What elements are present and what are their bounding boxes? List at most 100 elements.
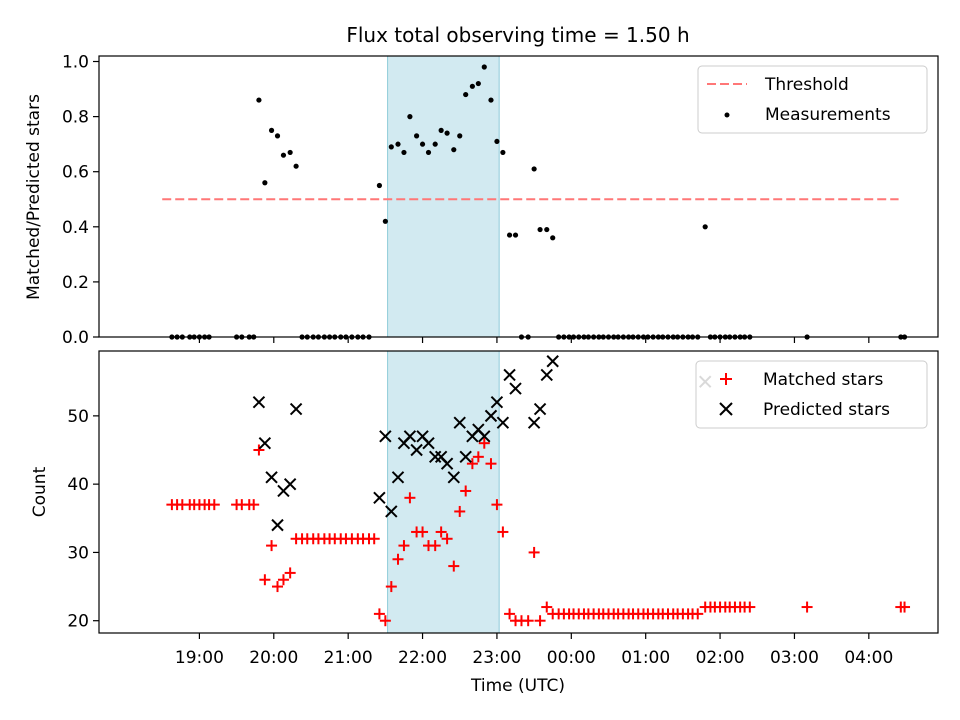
bottom-y-axis-label: Count xyxy=(30,466,50,517)
measurement-point xyxy=(407,114,413,120)
measurement-point xyxy=(537,226,543,233)
legend-matched-swatch xyxy=(720,373,732,385)
measurement-point xyxy=(463,91,469,98)
bottom-axes-frame xyxy=(98,350,939,634)
predicted-point xyxy=(503,368,516,382)
matched-point xyxy=(460,485,472,497)
x-tick-label: 01:00 xyxy=(621,648,670,668)
measurement-point xyxy=(382,218,388,224)
matched-point xyxy=(528,546,540,558)
matched-point xyxy=(259,574,271,586)
top-x-ticks xyxy=(198,337,870,343)
matched-point xyxy=(379,615,391,627)
predicted-point xyxy=(453,416,466,429)
predicted-point xyxy=(410,443,423,457)
predicted-point xyxy=(546,355,559,368)
matched-point xyxy=(448,560,460,572)
predicted-point xyxy=(373,491,386,505)
x-tick-label: 22:00 xyxy=(398,648,447,668)
legend-measurements-swatch xyxy=(724,112,730,118)
top-y-axis-label: Matched/Predicted stars xyxy=(24,94,44,300)
x-tick-label: 19:00 xyxy=(175,648,224,668)
matched-point xyxy=(385,581,397,593)
measurement-point xyxy=(550,235,556,241)
predicted-point xyxy=(447,471,460,484)
measurement-point xyxy=(395,141,401,147)
x-axis-label: Time (UTC) xyxy=(470,676,565,696)
predicted-points xyxy=(252,355,712,532)
measurement-point xyxy=(494,138,500,145)
matched-point xyxy=(272,581,284,593)
predicted-point xyxy=(252,396,266,409)
x-tick-label: 21:00 xyxy=(324,648,373,668)
legend-predicted-swatch xyxy=(719,402,733,416)
matched-point xyxy=(491,499,503,511)
bottom-shaded-span xyxy=(387,350,500,634)
predicted-point xyxy=(422,436,435,450)
measurement-point xyxy=(376,182,383,189)
measurement-point xyxy=(512,232,519,238)
measurement-point xyxy=(500,149,506,156)
y-tick-label: 0.2 xyxy=(62,273,89,293)
matched-point xyxy=(284,567,296,579)
bottom-legend-box xyxy=(695,360,928,429)
matched-point xyxy=(497,526,509,538)
matched-point xyxy=(899,601,911,613)
top-y-ticks: 0.0 0.2 0.4 0.6 0.8 1.0 xyxy=(62,53,99,348)
y-tick-label: 20 xyxy=(67,612,89,632)
legend-matched-label: Matched stars xyxy=(763,370,883,390)
x-tick-label: 23:00 xyxy=(472,648,521,668)
measurement-point xyxy=(419,141,426,147)
measurement-point xyxy=(544,226,550,233)
bottom-x-ticks: 19:00 20:00 21:00 22:00 23:00 00:00 01:00 02:00… xyxy=(175,633,893,668)
y-tick-label: 0.4 xyxy=(62,218,89,238)
measurement-point xyxy=(287,149,293,156)
y-tick-label: 50 xyxy=(67,407,89,427)
matched-point xyxy=(368,533,380,545)
predicted-point xyxy=(385,505,398,518)
predicted-point xyxy=(258,436,272,450)
measurement-point xyxy=(702,224,708,230)
matched-point xyxy=(266,540,278,552)
predicted-point xyxy=(289,402,303,416)
predicted-point xyxy=(527,416,541,429)
matched-point xyxy=(435,526,447,538)
measurement-point xyxy=(438,127,444,133)
matched-point xyxy=(253,444,265,456)
matched-point xyxy=(541,601,553,613)
matched-point xyxy=(534,615,546,627)
top-axes-frame xyxy=(98,55,939,338)
matched-point xyxy=(398,540,410,552)
predicted-point xyxy=(496,416,510,429)
matched-point xyxy=(454,505,466,517)
matched-point xyxy=(801,601,813,613)
predicted-point xyxy=(533,402,547,416)
predicted-point xyxy=(379,430,392,443)
matched-point xyxy=(478,437,490,449)
y-tick-label: 0.8 xyxy=(62,108,89,128)
measurement-point xyxy=(425,149,432,156)
predicted-point xyxy=(509,382,522,395)
measurement-point xyxy=(444,130,450,136)
predicted-point xyxy=(440,457,454,470)
measurement-point xyxy=(388,144,394,150)
bottom-y-ticks: 20 30 40 50 xyxy=(67,407,99,632)
matched-point xyxy=(277,574,289,586)
measurement-point xyxy=(268,127,275,133)
y-tick-label: 0.0 xyxy=(62,328,89,348)
bottom-panel: 20 30 40 50 19:00 20:00 21:00 22:00 23:00 00:00 0… xyxy=(30,350,939,696)
matched-point xyxy=(248,499,260,511)
x-tick-label: 04:00 xyxy=(844,648,893,668)
legend-measurements-label: Measurements xyxy=(765,105,891,125)
measurement-point xyxy=(293,163,299,169)
predicted-point xyxy=(490,396,504,409)
measurement-point xyxy=(457,133,463,139)
predicted-point xyxy=(478,430,491,443)
x-tick-label: 02:00 xyxy=(696,648,745,668)
predicted-point xyxy=(403,430,417,443)
measurement-point xyxy=(506,232,513,238)
matched-point xyxy=(441,533,453,545)
matched-point xyxy=(692,608,704,620)
matched-point xyxy=(392,553,404,565)
